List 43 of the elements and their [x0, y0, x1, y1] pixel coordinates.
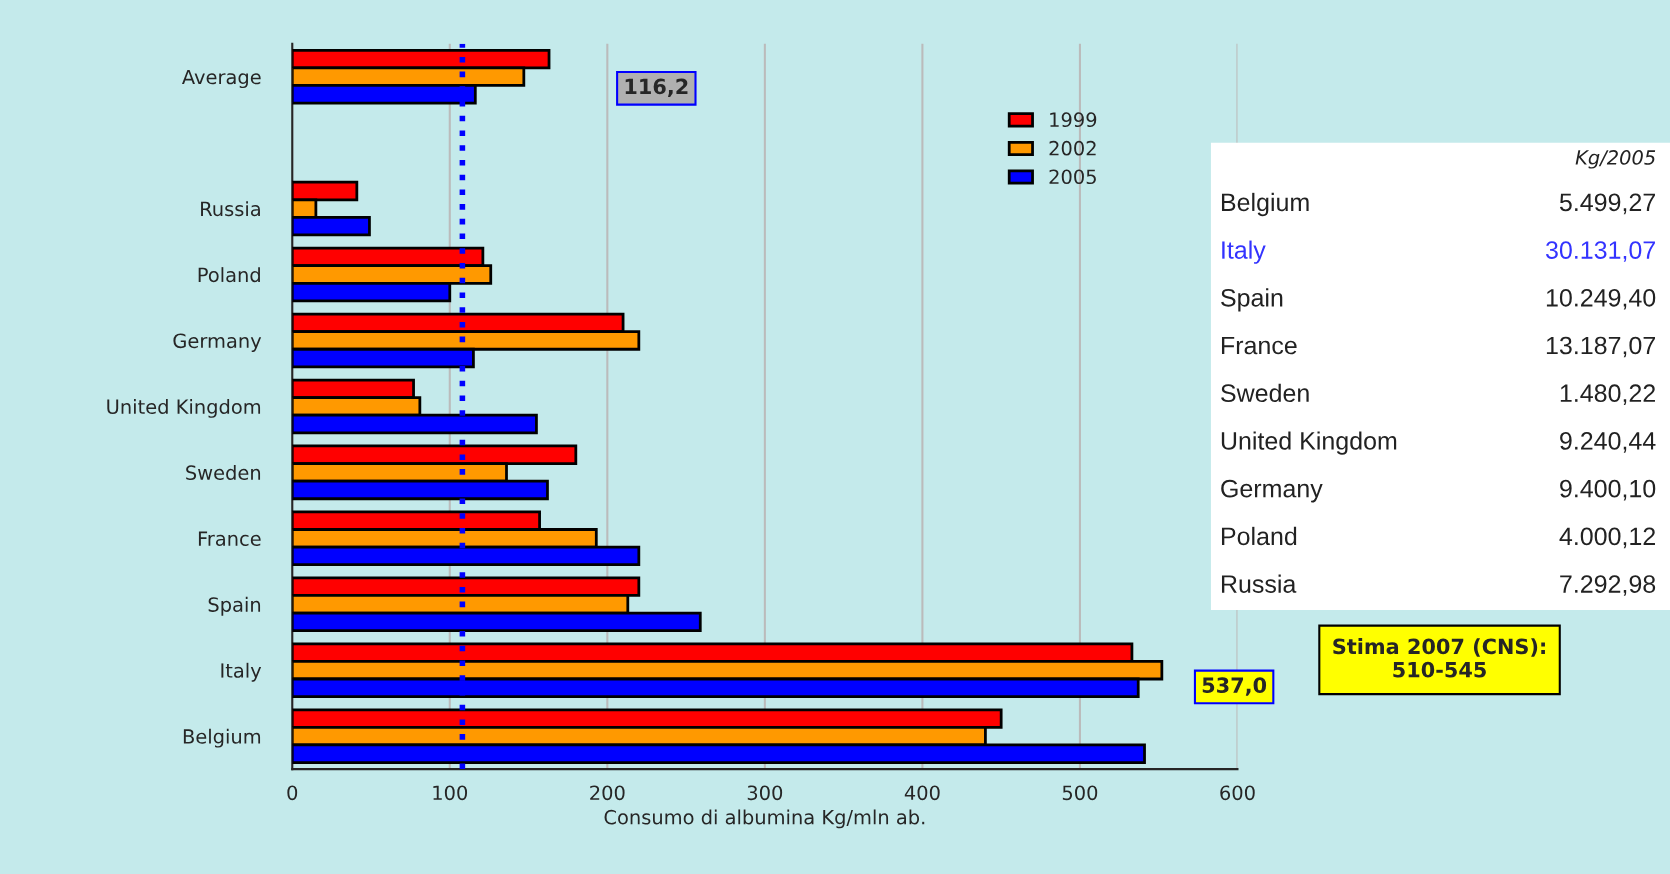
category-label: Belgium	[1221, 192, 1309, 217]
legend-label: 1999	[1050, 112, 1097, 128]
x-tick-label: 0	[287, 785, 298, 801]
text: 1.480,22	[1560, 384, 1655, 406]
text: 9.400,10	[1560, 479, 1656, 501]
text: 7.292,98	[1560, 575, 1656, 596]
y-tick-label: Average	[182, 69, 261, 89]
y-tick-label: Spain	[208, 596, 261, 616]
x-tick-label: 200	[590, 785, 625, 801]
category-label: Poland	[1221, 526, 1297, 546]
text: 4.000,12	[1559, 527, 1655, 549]
y-tick-label: United Kingdom	[107, 399, 261, 418]
y-tick-label: Italy	[221, 662, 262, 682]
y-tick-label: Russia	[201, 201, 260, 217]
text: 10.249,40	[1546, 288, 1656, 310]
x-axis-title: Consumo di albumina Kg/mln ab.	[604, 809, 925, 829]
y-tick-label: France	[198, 531, 261, 546]
category-label: Germany	[1221, 479, 1323, 503]
annotation: 116,2	[625, 78, 688, 97]
y-tick-label: Germany	[173, 333, 262, 352]
y-tick-label: Sweden	[186, 464, 261, 481]
text: Stima 2007 (CNS): 510-545	[1333, 638, 1545, 678]
x-tick-label: 600	[1220, 785, 1255, 801]
text: 13.187,07	[1546, 336, 1655, 358]
x-tick-label: 300	[747, 785, 783, 801]
y-tick-label: Belgium	[183, 728, 261, 748]
y-tick-label: Poland	[198, 267, 260, 283]
x-tick-label: 100	[433, 785, 468, 801]
category-label: Russia	[1221, 574, 1297, 593]
text: Kg/2005	[1575, 150, 1656, 169]
category-label: Sweden	[1221, 383, 1309, 403]
legend-label: 2005	[1049, 169, 1096, 185]
text: 9.240,44	[1560, 432, 1656, 453]
legend-label: 2002	[1049, 140, 1096, 156]
x-tick-label: 400	[904, 785, 940, 801]
text: 5.499,27	[1559, 193, 1655, 215]
category-label: United Kingdom	[1221, 431, 1397, 455]
text: 30.131,07	[1545, 241, 1655, 262]
annotation: 537,0	[1202, 677, 1267, 696]
category-label: France	[1221, 336, 1297, 355]
category-label: Italy	[1222, 240, 1266, 264]
x-tick-label: 500	[1062, 785, 1098, 801]
category-label: Spain	[1221, 288, 1283, 312]
